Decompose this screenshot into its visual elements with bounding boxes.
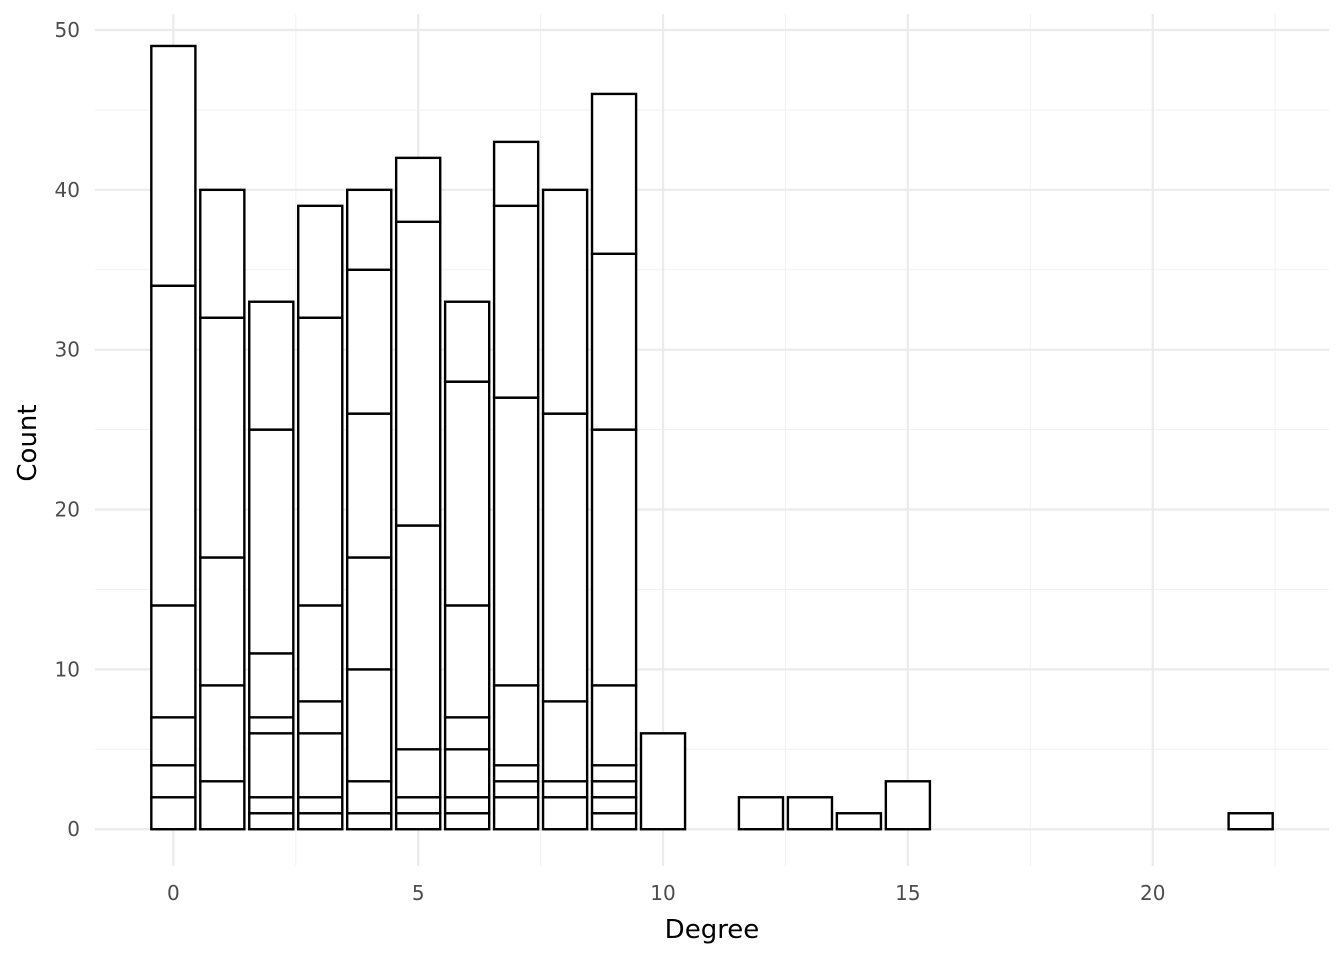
bar-segment <box>345 188 393 271</box>
bar-segment <box>248 300 295 431</box>
bar-segment <box>248 732 295 799</box>
bar-segment <box>248 652 295 719</box>
x-tick-label: 10 <box>650 881 675 905</box>
bar-segment <box>394 524 442 751</box>
bar-segment <box>297 204 344 319</box>
bar-segment <box>443 380 491 607</box>
bar-segment <box>443 796 491 815</box>
y-tick-label: 20 <box>55 498 80 522</box>
bar-segment <box>492 204 540 399</box>
x-axis-ticks: 0 5 10 15 20 <box>167 881 1165 905</box>
bar-segment <box>541 796 589 831</box>
bar-segment <box>590 428 638 687</box>
bar-segment <box>150 796 197 831</box>
bar-segment <box>590 92 638 255</box>
bar-segment <box>590 764 638 783</box>
bars-layer <box>150 44 1274 831</box>
bar-segment <box>737 796 785 831</box>
bar-segment <box>590 684 638 767</box>
bar-segment <box>248 796 295 815</box>
y-axis-ticks: 0 10 20 30 40 50 <box>55 18 80 841</box>
bar-segment <box>492 684 540 767</box>
bar-segment <box>541 780 589 799</box>
bar-segment <box>541 188 589 415</box>
x-tick-label: 15 <box>895 881 920 905</box>
bar-segment <box>443 604 491 719</box>
bar-segment <box>492 140 540 208</box>
bar-segment <box>541 412 589 703</box>
x-tick-label: 20 <box>1140 881 1165 905</box>
bar-segment <box>1227 812 1274 831</box>
bar-segment <box>492 396 540 687</box>
bar-segment <box>150 764 197 799</box>
bar-segment <box>297 316 344 607</box>
x-tick-label: 0 <box>167 881 180 905</box>
bar-segment <box>248 716 295 735</box>
bar-segment <box>150 716 197 767</box>
bar-segment <box>590 780 638 799</box>
bar-segment <box>248 812 295 831</box>
y-tick-label: 50 <box>55 18 80 42</box>
bar-segment <box>394 220 442 527</box>
bar-segment <box>590 796 638 815</box>
bar-segment <box>150 44 197 287</box>
bar-segment <box>394 812 442 831</box>
bar-segment <box>590 252 638 431</box>
bar-segment <box>443 812 491 831</box>
bar-segment <box>199 188 246 319</box>
bar-segment <box>345 780 393 815</box>
bar-segment <box>590 812 638 831</box>
bar-segment <box>150 604 197 719</box>
bar-segment <box>297 796 344 815</box>
y-tick-label: 0 <box>67 817 80 841</box>
bar-segment <box>443 300 491 383</box>
bar-segment <box>394 156 442 224</box>
bar-segment <box>492 764 540 783</box>
x-axis-title: Degree <box>665 915 760 945</box>
bar-segment <box>443 716 491 751</box>
bar-segment <box>199 684 246 783</box>
bar-segment <box>199 780 246 831</box>
bar-segment <box>345 556 393 671</box>
bar-segment <box>835 812 883 831</box>
bar-segment <box>541 700 589 783</box>
bar-segment <box>199 316 246 559</box>
bar-segment <box>297 812 344 831</box>
bar-segment <box>345 668 393 783</box>
bar-segment <box>150 284 197 607</box>
bar-segment <box>492 780 540 799</box>
bar-segment <box>248 428 295 655</box>
bar-segment <box>297 732 344 799</box>
bar-segment <box>345 412 393 559</box>
y-axis-title: Count <box>13 404 43 481</box>
bar-segment <box>492 796 540 831</box>
x-tick-label: 5 <box>412 881 425 905</box>
y-tick-label: 10 <box>55 657 80 681</box>
bar-segment <box>297 700 344 735</box>
bar-segment <box>884 780 932 831</box>
bar-segment <box>345 268 393 415</box>
bar-segment <box>443 748 491 799</box>
bar-segment <box>786 796 834 831</box>
bar-segment <box>394 796 442 815</box>
bar-segment <box>345 812 393 831</box>
bar-segment <box>297 604 344 703</box>
bar-segment <box>394 748 442 799</box>
y-tick-label: 40 <box>55 178 80 202</box>
y-tick-label: 30 <box>55 338 80 362</box>
bar-segment <box>639 732 687 831</box>
bar-segment <box>199 556 246 687</box>
